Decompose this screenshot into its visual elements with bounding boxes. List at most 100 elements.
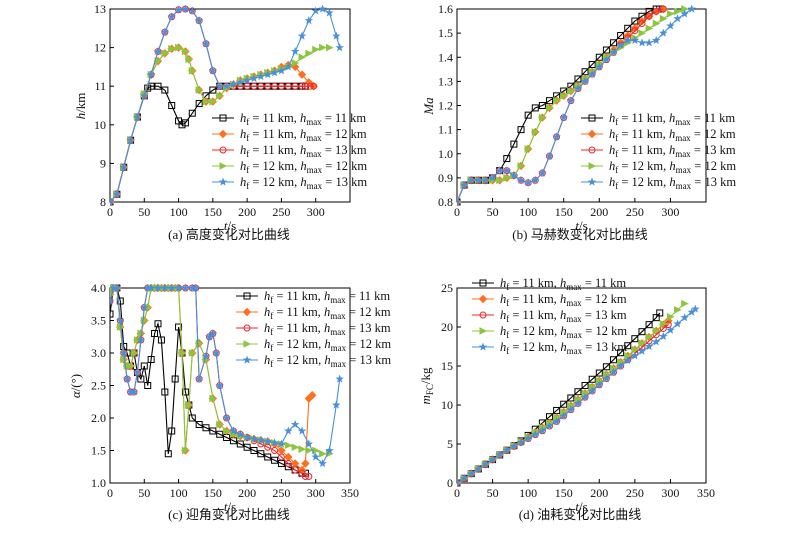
data-point bbox=[201, 351, 211, 360]
data-point bbox=[488, 455, 497, 464]
data-point bbox=[559, 411, 568, 420]
legend-label: hf = 11 km, hmax = 12 km bbox=[500, 292, 627, 308]
data-point bbox=[126, 135, 135, 144]
data-point bbox=[181, 47, 190, 56]
data-point bbox=[270, 68, 279, 77]
legend-marker bbox=[478, 294, 488, 304]
data-point bbox=[602, 55, 611, 64]
y-tick-label: 1.0 bbox=[91, 476, 106, 490]
y-tick-label: 25 bbox=[441, 281, 453, 295]
legend-marker bbox=[243, 324, 251, 332]
data-point bbox=[560, 400, 568, 408]
data-point bbox=[466, 469, 476, 478]
data-point bbox=[459, 473, 469, 482]
data-point bbox=[133, 368, 142, 377]
data-point bbox=[516, 175, 526, 184]
data-point bbox=[157, 336, 165, 344]
data-point bbox=[167, 284, 176, 292]
legend-marker bbox=[219, 162, 228, 170]
x-tick-label: 0 bbox=[107, 205, 113, 219]
data-point bbox=[284, 82, 292, 90]
x-tick-label: 150 bbox=[204, 486, 222, 500]
data-point bbox=[110, 297, 114, 305]
data-point bbox=[559, 113, 568, 122]
data-point bbox=[119, 162, 128, 171]
legend-label: hf = 12 km, hmax = 12 km bbox=[240, 159, 367, 175]
data-point bbox=[305, 473, 313, 480]
y-tick-label: 3.0 bbox=[91, 346, 106, 360]
data-point bbox=[188, 66, 197, 75]
legend-label: hf = 11 km, hmax = 12 km bbox=[240, 127, 367, 143]
data-point bbox=[284, 62, 293, 71]
y-tick-label: 2.0 bbox=[91, 411, 106, 425]
x-tick-label: 100 bbox=[519, 205, 537, 219]
legend-marker bbox=[242, 307, 252, 317]
data-point bbox=[617, 349, 625, 357]
data-point bbox=[151, 330, 159, 337]
data-point bbox=[146, 70, 156, 79]
data-point bbox=[335, 43, 344, 52]
data-point bbox=[595, 62, 604, 71]
legend-label: hf = 11 km, hmax = 13 km bbox=[264, 321, 391, 337]
data-point bbox=[457, 478, 462, 487]
data-point bbox=[277, 66, 286, 75]
legend-marker bbox=[588, 162, 597, 170]
series-5 bbox=[457, 5, 697, 206]
data-point bbox=[301, 82, 309, 90]
data-point bbox=[630, 24, 640, 33]
data-point bbox=[580, 76, 590, 85]
x-tick-label: 250 bbox=[272, 205, 290, 219]
data-point bbox=[116, 297, 124, 305]
data-point bbox=[638, 29, 647, 37]
x-axis-label: t/s bbox=[575, 218, 587, 233]
data-point bbox=[140, 303, 149, 312]
data-point bbox=[481, 175, 490, 184]
y-tick-label: 1.2 bbox=[438, 99, 453, 113]
y-tick-label: 9 bbox=[100, 156, 106, 170]
data-point bbox=[531, 104, 539, 112]
data-point bbox=[271, 82, 279, 90]
data-point bbox=[474, 175, 483, 184]
y-tick-label: 1.5 bbox=[91, 444, 106, 458]
data-point bbox=[509, 170, 519, 180]
data-point bbox=[651, 35, 661, 44]
data-point bbox=[319, 43, 327, 52]
data-point bbox=[249, 434, 259, 443]
data-point bbox=[332, 31, 341, 40]
data-point bbox=[301, 459, 310, 468]
x-tick-label: 300 bbox=[661, 486, 679, 500]
data-point bbox=[209, 394, 217, 403]
chart-caption: (d) 油耗变化对比曲线 bbox=[519, 507, 641, 522]
data-point bbox=[609, 47, 618, 57]
data-point bbox=[208, 329, 218, 338]
data-point bbox=[538, 113, 547, 122]
data-point bbox=[154, 320, 162, 328]
data-point bbox=[644, 38, 654, 47]
data-point bbox=[308, 391, 317, 400]
series-5 bbox=[110, 284, 344, 468]
data-point bbox=[631, 27, 639, 35]
data-point bbox=[680, 9, 689, 18]
data-point bbox=[587, 386, 597, 395]
legend-label: hf = 12 km, hmax = 12 km bbox=[264, 337, 391, 353]
data-point bbox=[318, 459, 327, 468]
data-point bbox=[222, 81, 231, 90]
data-point bbox=[666, 10, 675, 18]
data-point bbox=[516, 437, 526, 447]
data-point bbox=[140, 362, 148, 370]
data-point bbox=[616, 40, 625, 49]
data-point bbox=[574, 388, 582, 396]
data-point bbox=[666, 313, 675, 321]
legend-label: hf = 11 km, hmax = 11 km bbox=[240, 111, 366, 127]
data-point bbox=[631, 345, 639, 354]
data-point bbox=[531, 430, 540, 439]
data-point bbox=[116, 316, 125, 325]
data-point bbox=[181, 119, 189, 127]
data-point bbox=[119, 348, 128, 357]
data-point bbox=[256, 435, 266, 444]
data-point bbox=[195, 86, 204, 94]
x-tick-label: 350 bbox=[341, 486, 359, 500]
chart-panel-b: 0 50 100 150 200 250 300 0.8 0.9 1.0 1.1 1.2 1.3 1.4 1… bbox=[421, 2, 736, 242]
x-tick-label: 150 bbox=[555, 486, 573, 500]
